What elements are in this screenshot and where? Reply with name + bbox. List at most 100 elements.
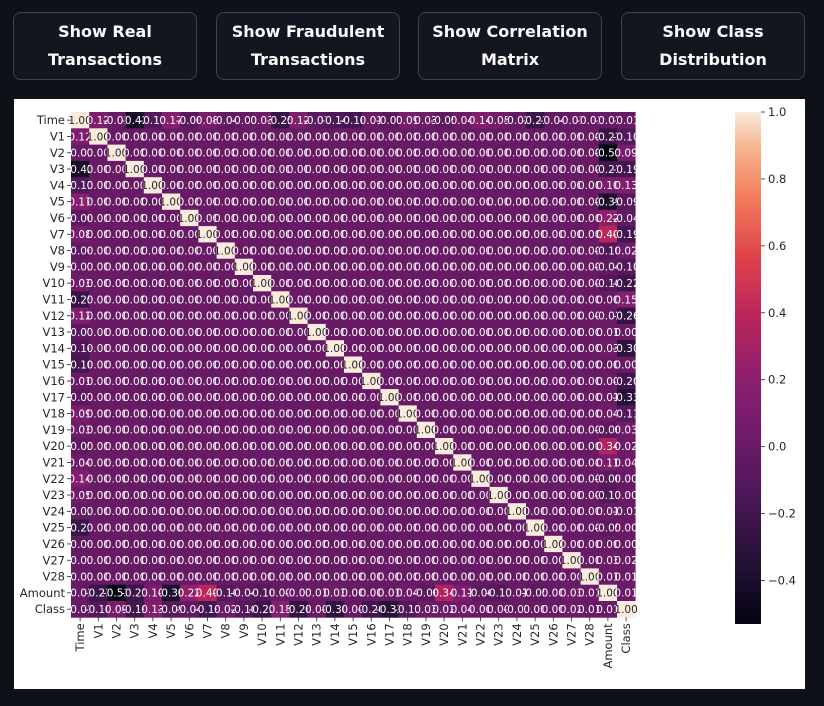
cell-label: 0.00 (214, 229, 237, 241)
cell-label: 0.00 (269, 196, 292, 208)
y-tick-label: V18 (42, 407, 65, 421)
heatmap-cell (325, 209, 345, 227)
heatmap-cell (89, 144, 108, 162)
show-correlation-matrix-button[interactable]: Show Correlation Matrix (418, 12, 602, 80)
cell-label: 0.00 (560, 148, 583, 160)
cell-label: 0.00 (487, 213, 510, 225)
heatmap-cell (271, 160, 290, 178)
heatmap-cell (125, 128, 145, 145)
y-tick-label: V27 (42, 553, 65, 567)
heatmap-cell (162, 193, 181, 211)
y-tick-label: V24 (42, 504, 65, 518)
heatmap-cell (71, 177, 90, 194)
cell-label: -0.01 (67, 148, 94, 160)
show-class-distribution-button[interactable]: Show Class Distribution (621, 12, 805, 80)
heatmap-cell (380, 209, 399, 227)
x-tick-label: V5 (164, 623, 178, 638)
cell-label: 0.00 (214, 131, 237, 143)
heatmap-cell (471, 177, 490, 194)
cell-label: -0.05 (431, 115, 458, 127)
heatmap-cell (253, 209, 272, 227)
heatmap-cell (307, 128, 327, 145)
cell-label: 0.00 (542, 213, 565, 225)
heatmap-cell (544, 112, 563, 129)
heatmap-cell (234, 193, 254, 211)
heatmap-cell (380, 128, 399, 145)
y-tick-label: V3 (50, 162, 65, 176)
cell-label: -0.04 (540, 115, 567, 127)
heatmap-cell (471, 193, 490, 211)
heatmap-cell (180, 193, 199, 211)
heatmap-cell (307, 209, 327, 227)
heatmap-cell (253, 177, 272, 194)
cell-label: 0.00 (269, 213, 292, 225)
cell-label: -0.22 (613, 278, 640, 290)
cell-label: 0.00 (469, 148, 492, 160)
cell-label: 0.00 (178, 229, 201, 241)
heatmap-cell (143, 226, 163, 243)
cell-label: 0.00 (269, 131, 292, 143)
cell-label: 0.00 (123, 196, 146, 208)
cell-label: 0.00 (269, 229, 292, 241)
heatmap-cell (143, 209, 163, 227)
heatmap-cell (398, 177, 418, 194)
cell-label: -0.01 (103, 115, 130, 127)
heatmap-cell (143, 112, 163, 129)
heatmap-cell (307, 144, 327, 162)
cell-label: 0.00 (578, 213, 601, 225)
heatmap-cell (162, 160, 181, 178)
cell-label: 0.00 (578, 196, 601, 208)
cell-label: 0.00 (360, 196, 383, 208)
cell-label: 0.08 (196, 115, 219, 127)
heatmap-cell (344, 112, 363, 129)
heatmap-cell (435, 160, 454, 178)
cell-label: 0.00 (287, 148, 310, 160)
cell-label: 0.00 (451, 131, 474, 143)
heatmap-cell (416, 160, 436, 178)
heatmap-cell (180, 209, 199, 227)
heatmap-cell (507, 209, 527, 227)
cell-label: 0.00 (287, 180, 310, 192)
cell-label: -0.33 (613, 392, 640, 404)
cell-label: 0.00 (396, 180, 419, 192)
cell-label: 0.00 (341, 213, 364, 225)
heatmap-cell (307, 177, 327, 194)
cell-label: -0.11 (139, 115, 166, 127)
heatmap-cell (71, 112, 90, 129)
heatmap-cell (544, 144, 563, 162)
cell-label: 0.00 (269, 180, 292, 192)
x-tick-label: V6 (182, 623, 196, 638)
show-fraudulent-transactions-button[interactable]: Show Fraudulent Transactions (216, 12, 400, 80)
cell-label: 0.00 (505, 180, 528, 192)
cell-label: 0.00 (560, 164, 583, 176)
heatmap-cell (216, 193, 236, 211)
heatmap-cell (89, 226, 108, 243)
cell-label: 0.00 (414, 180, 437, 192)
cell-label: 1.00 (178, 213, 201, 225)
heatmap-cell (198, 160, 217, 178)
cell-label: -0.06 (67, 213, 94, 225)
heatmap-cell (307, 160, 327, 178)
heatmap-cell (380, 226, 399, 243)
heatmap-cell (507, 112, 527, 129)
heatmap-cell (216, 177, 236, 194)
cell-label: 0.00 (523, 164, 546, 176)
heatmap-cell (325, 177, 345, 194)
cell-label: 0.00 (305, 180, 328, 192)
heatmap-cell (526, 160, 545, 178)
heatmap-cell (489, 144, 509, 162)
correlation-heatmap: 1.000.12-0.01-0.42-0.110.17-0.060.08-0.0… (20, 105, 796, 669)
heatmap-cell (398, 128, 418, 145)
cell-label: 0.00 (614, 327, 637, 339)
x-tick-label: V4 (146, 623, 160, 638)
heatmap-cell (380, 112, 399, 129)
heatmap-cell (362, 226, 381, 243)
show-real-transactions-button[interactable]: Show Real Transactions (13, 12, 197, 80)
heatmap-cell (271, 128, 290, 145)
heatmap-cell (198, 144, 217, 162)
heatmap-cell (598, 177, 618, 194)
cell-label: 0.00 (542, 180, 565, 192)
cell-label: -0.19 (613, 164, 640, 176)
cell-label: -0.04 (613, 213, 640, 225)
heatmap-cell (71, 144, 90, 162)
